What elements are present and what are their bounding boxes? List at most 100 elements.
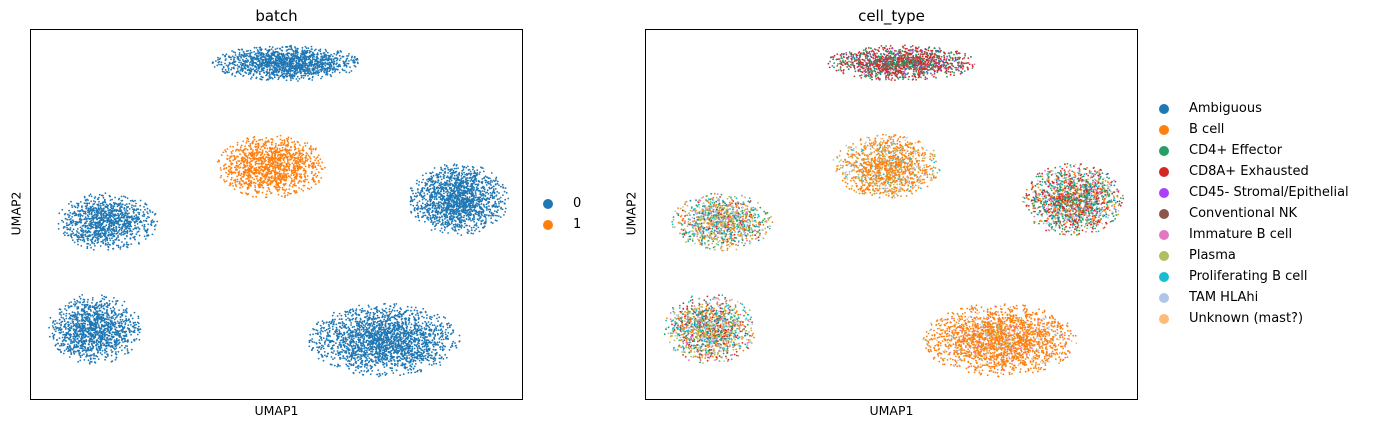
- scatter-point: [247, 73, 250, 76]
- scatter-point: [252, 56, 255, 59]
- scatter-point: [312, 65, 315, 68]
- scatter-point: [296, 71, 299, 74]
- scatter-point: [244, 53, 247, 55]
- scatter-point: [257, 69, 259, 72]
- scatter-point: [310, 45, 313, 48]
- scatter-point: [343, 64, 346, 66]
- scatter-point: [319, 48, 322, 51]
- scatter-point: [242, 50, 245, 53]
- scatter-point: [348, 53, 350, 55]
- scatter-point: [297, 80, 299, 82]
- scatter-point: [314, 65, 317, 68]
- scatter-point: [337, 68, 339, 71]
- scatter-point: [279, 56, 282, 58]
- scatter-point: [293, 60, 295, 62]
- scatter-point: [333, 52, 336, 55]
- scatter-point: [305, 58, 308, 61]
- scatter-point: [311, 56, 314, 59]
- scatter-point: [311, 59, 313, 62]
- scatter-point: [259, 78, 261, 80]
- scatter-point: [285, 50, 288, 52]
- scatter-point: [351, 55, 353, 58]
- scatter-point: [279, 75, 282, 78]
- scatter-point: [319, 59, 322, 61]
- scatter-point: [269, 73, 271, 76]
- scatter-point: [313, 58, 315, 61]
- scatter-point: [356, 61, 359, 64]
- scatter-point: [276, 47, 279, 50]
- scatter-point: [217, 59, 220, 61]
- scatter-point: [317, 72, 319, 75]
- scatter-point: [347, 62, 350, 65]
- scatter-point: [279, 65, 282, 68]
- scatter-point: [352, 59, 354, 62]
- scatter-point: [255, 76, 258, 79]
- scatter-point: [286, 64, 289, 67]
- scatter-point: [297, 47, 299, 50]
- scatter-point: [227, 64, 230, 67]
- scatter-point: [273, 76, 276, 79]
- scatter-point: [240, 63, 242, 66]
- scatter-point: [280, 49, 283, 52]
- scatter-point: [257, 64, 259, 66]
- scatter-point: [238, 55, 241, 57]
- scatter-point: [232, 51, 235, 53]
- scatter-point: [337, 51, 340, 54]
- scatter-point: [257, 60, 259, 63]
- scatter-point: [310, 53, 313, 56]
- scatter-point: [270, 48, 273, 50]
- scatter-point: [211, 61, 214, 64]
- scatter-point: [330, 75, 333, 78]
- scatter-point: [346, 62, 348, 65]
- scatter-point: [224, 69, 227, 71]
- scatter-point: [329, 69, 331, 72]
- scatter-point: [305, 68, 308, 71]
- scatter-point: [307, 74, 309, 77]
- scatter-point: [261, 76, 264, 79]
- scatter-point: [343, 69, 346, 72]
- scatter-point: [244, 62, 247, 64]
- scatter-point: [278, 52, 281, 55]
- scatter-point: [301, 68, 304, 71]
- scatter-point: [236, 68, 239, 70]
- scatter-point: [249, 49, 252, 52]
- scatter-point: [329, 73, 332, 76]
- scatter-point: [255, 52, 257, 55]
- scatter-point: [316, 53, 318, 56]
- scatter-point: [348, 60, 350, 62]
- scatter-point: [342, 62, 345, 65]
- scatter-point: [240, 68, 243, 70]
- scatter-point: [258, 46, 261, 49]
- scatter-point: [331, 67, 334, 70]
- scatter-point: [286, 58, 289, 60]
- scatter-point: [233, 56, 236, 59]
- scatter-point: [302, 77, 305, 79]
- scatter-point: [213, 66, 216, 68]
- scatter-point: [322, 52, 325, 54]
- scatter-point: [282, 75, 285, 78]
- scatter-point: [260, 48, 262, 50]
- scatter-point: [269, 77, 272, 80]
- scatter-point: [266, 49, 269, 52]
- scatter-point: [331, 71, 334, 74]
- scatter-point: [301, 58, 304, 61]
- scatter-point: [354, 65, 357, 68]
- scatter-point: [237, 58, 240, 61]
- chart-title-batch: batch: [255, 7, 298, 25]
- scatter-point: [278, 60, 281, 63]
- scatter-point: [296, 64, 298, 67]
- scatter-point: [278, 47, 281, 50]
- scatter-point: [342, 69, 344, 72]
- scatter-point: [350, 59, 352, 61]
- scatter-point: [240, 54, 243, 56]
- scatter-point: [308, 51, 311, 54]
- scatter-point: [261, 60, 264, 63]
- scatter-point: [244, 67, 247, 70]
- scatter-point: [317, 57, 319, 60]
- scatter-point: [244, 71, 247, 73]
- scatter-point: [230, 68, 233, 71]
- scatter-point: [290, 79, 292, 82]
- scatter-point: [295, 59, 298, 62]
- scatter-point: [308, 49, 311, 52]
- scatter-point: [249, 54, 252, 56]
